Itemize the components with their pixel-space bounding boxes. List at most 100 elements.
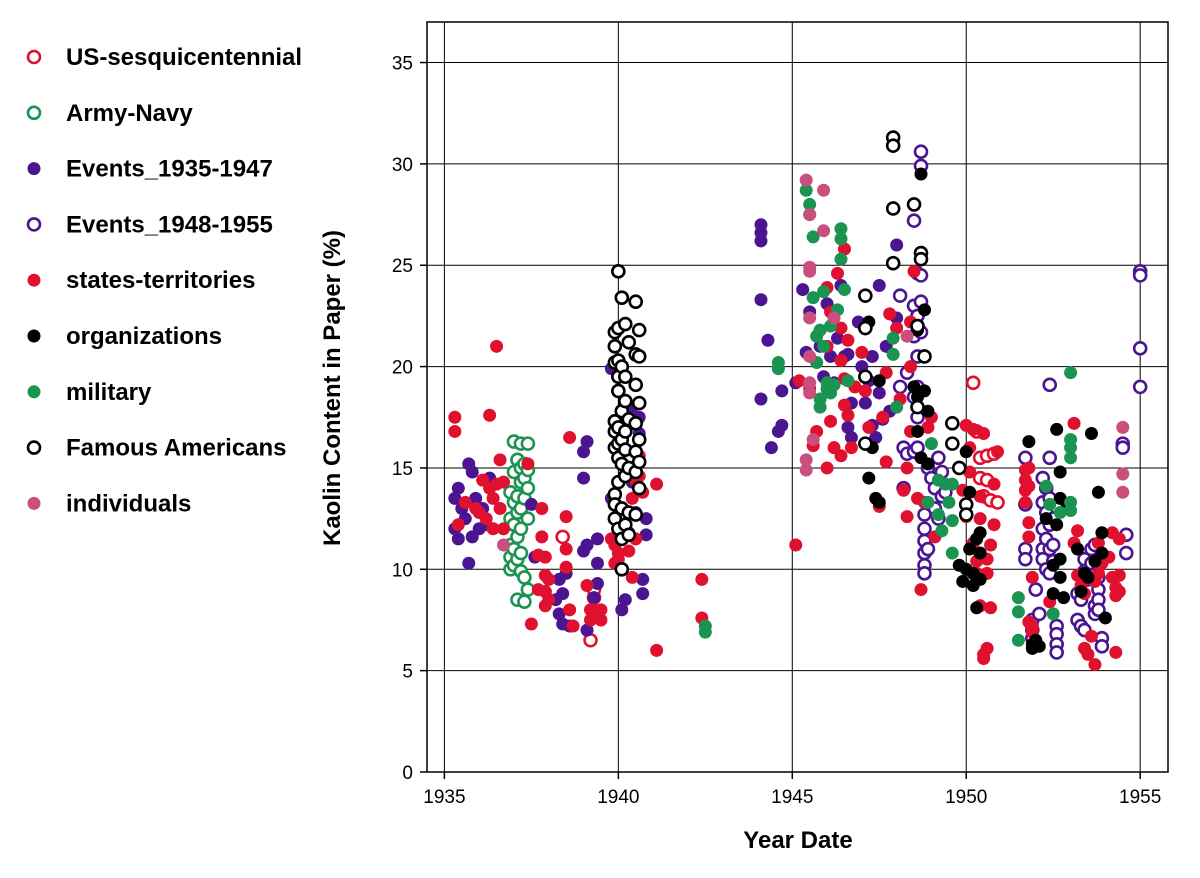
- data-point: [991, 445, 1005, 459]
- data-point: [897, 483, 911, 497]
- data-point: [817, 285, 831, 299]
- data-point: [1116, 420, 1130, 434]
- data-point: [563, 603, 577, 617]
- data-point: [1045, 537, 1061, 553]
- data-point: [906, 213, 922, 228]
- legend-item: states-territories: [27, 267, 255, 294]
- data-point: [824, 349, 838, 363]
- data-point: [1053, 570, 1067, 584]
- data-point: [834, 222, 848, 236]
- data-point: [622, 544, 636, 558]
- y-tick-label: 25: [392, 256, 413, 277]
- data-point: [639, 528, 653, 542]
- data-point: [858, 436, 873, 451]
- data-point: [754, 234, 768, 248]
- data-point: [1032, 639, 1046, 653]
- data-point: [628, 377, 644, 393]
- data-point: [945, 416, 960, 431]
- legend: US-sesquicentennial Army-Navy Events_1935-…: [26, 44, 302, 517]
- data-point: [844, 441, 858, 455]
- data-point: [1094, 639, 1110, 654]
- y-tick-label: 5: [402, 662, 413, 683]
- data-point: [524, 497, 538, 511]
- data-point: [906, 197, 922, 212]
- data-point: [1022, 479, 1036, 493]
- data-point: [566, 619, 580, 633]
- data-point: [636, 572, 650, 586]
- legend-label: states-territories: [66, 267, 255, 294]
- data-point: [834, 449, 848, 463]
- x-tick-label: 1950: [945, 787, 987, 808]
- x-tick-label: 1955: [1119, 787, 1161, 808]
- data-point: [587, 591, 601, 605]
- data-point: [1115, 440, 1131, 455]
- data-point: [631, 480, 647, 496]
- data-point: [872, 279, 886, 293]
- data-point: [1074, 585, 1088, 599]
- data-point: [904, 360, 918, 374]
- data-point: [1011, 605, 1025, 619]
- data-point: [803, 349, 817, 363]
- data-point: [617, 369, 633, 385]
- data-point: [650, 477, 664, 491]
- data-point: [614, 561, 630, 577]
- data-point: [890, 400, 904, 414]
- legend-marker: [27, 273, 41, 287]
- data-point: [1011, 591, 1025, 605]
- data-point: [872, 495, 886, 509]
- data-points: [448, 130, 1148, 672]
- data-point: [1118, 545, 1134, 561]
- data-point: [917, 566, 932, 581]
- y-tick-label: 20: [392, 358, 413, 379]
- data-point: [886, 347, 900, 361]
- y-axis-title: Kaolin Content in Paper (%): [319, 230, 346, 546]
- data-point: [520, 511, 536, 526]
- data-point: [490, 339, 504, 353]
- data-point: [1018, 551, 1033, 567]
- data-point: [973, 526, 987, 540]
- data-point: [1031, 606, 1047, 622]
- legend-item: individuals: [27, 490, 191, 517]
- data-point: [963, 542, 977, 556]
- data-point: [448, 424, 462, 438]
- data-point: [841, 420, 855, 434]
- legend-item: Army-Navy: [26, 100, 193, 127]
- data-point: [914, 167, 928, 181]
- data-point: [921, 420, 935, 434]
- data-point: [1053, 506, 1067, 520]
- data-point: [1022, 435, 1036, 449]
- data-point: [1109, 645, 1123, 659]
- data-point: [1084, 629, 1098, 643]
- data-point: [1039, 479, 1053, 493]
- data-point: [775, 418, 789, 432]
- data-point: [1091, 485, 1105, 499]
- data-point: [577, 471, 591, 485]
- data-point: [538, 550, 552, 564]
- data-point: [834, 252, 848, 266]
- legend-marker: [27, 496, 41, 510]
- data-point: [865, 349, 879, 363]
- data-point: [513, 545, 529, 561]
- data-point: [973, 489, 987, 503]
- data-point: [621, 334, 637, 350]
- data-point: [803, 197, 817, 211]
- data-point: [799, 183, 813, 197]
- legend-item: US-sesquicentennial: [26, 44, 302, 71]
- legend-marker: [27, 385, 41, 399]
- data-point: [625, 570, 639, 584]
- data-point: [862, 471, 876, 485]
- y-tick-label: 15: [392, 459, 413, 480]
- data-point: [631, 395, 647, 411]
- data-point: [497, 538, 511, 552]
- data-point: [1050, 518, 1064, 532]
- series-individuals: [497, 173, 1130, 552]
- data-point: [900, 510, 914, 524]
- data-point: [965, 375, 981, 391]
- data-point: [1053, 552, 1067, 566]
- data-point: [858, 320, 873, 336]
- data-point: [931, 450, 946, 466]
- data-point: [792, 374, 806, 388]
- data-point: [862, 420, 876, 434]
- data-point: [834, 232, 848, 246]
- data-point: [521, 457, 535, 471]
